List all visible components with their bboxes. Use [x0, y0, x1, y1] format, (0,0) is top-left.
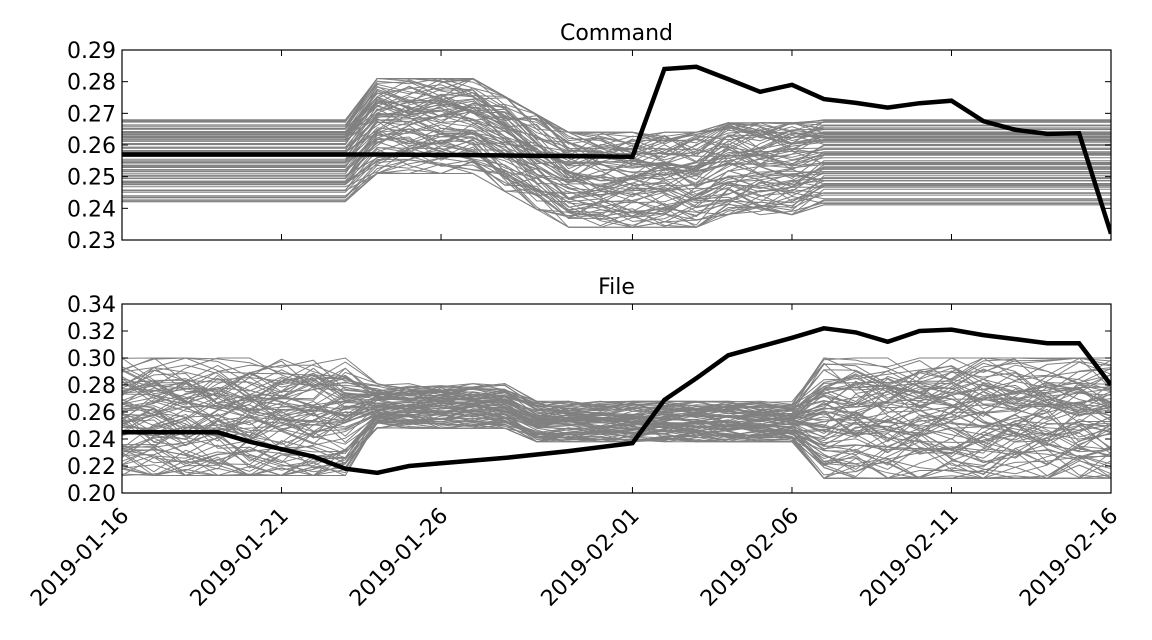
y-tick-label: 0.34 [67, 293, 116, 318]
ensemble-line [122, 91, 1111, 166]
ensemble-line [122, 128, 1111, 201]
plot-area [122, 64, 1111, 235]
highlight-series-line [122, 64, 1111, 235]
ensemble-line [122, 136, 1111, 227]
ensemble-line [122, 150, 1111, 228]
ensemble-line [122, 79, 1111, 166]
ensemble-line [122, 357, 1111, 409]
y-tick-label: 0.20 [67, 482, 116, 507]
y-tick-label: 0.24 [67, 197, 116, 222]
ensemble-line [122, 151, 1111, 227]
ensemble-line [122, 96, 1111, 183]
y-tick-label: 0.26 [67, 134, 116, 159]
x-tick-label: 2019-02-01 [537, 504, 645, 612]
ensemble-line [122, 139, 1111, 218]
ensemble-line [122, 109, 1111, 196]
axes-frame [121, 303, 1112, 494]
ensemble-line [122, 142, 1111, 209]
command-panel: Command 0.23 0.24 0.25 0.26 0.27 0.28 0.29 [67, 21, 1112, 254]
x-tick-label: 2019-01-16 [26, 504, 134, 612]
ensemble-line [122, 410, 1111, 465]
ensemble-line [122, 401, 1111, 454]
y-tick-label: 0.25 [67, 166, 116, 191]
ensemble-line [122, 161, 1111, 228]
ensemble-line [122, 77, 1111, 155]
ensemble-line [122, 101, 1111, 170]
plot-area [122, 326, 1111, 479]
y-tick-label: 0.32 [67, 320, 116, 345]
panel-title: File [598, 275, 635, 300]
ensemble-line [122, 99, 1111, 174]
ensemble-line [122, 78, 1111, 157]
ensemble-line [122, 359, 1111, 423]
ensemble-line [122, 382, 1111, 423]
ensemble-line [122, 410, 1111, 466]
ensemble-line [122, 128, 1111, 208]
ensemble-line [122, 128, 1111, 213]
ensemble-line [122, 145, 1111, 228]
ensemble-line [122, 78, 1111, 161]
ensemble-line [122, 377, 1111, 419]
ensemble-line [122, 391, 1111, 424]
ensemble-line [122, 403, 1111, 446]
highlight-series-line [122, 326, 1111, 476]
ensemble-line [122, 413, 1111, 477]
ensemble-line [122, 142, 1111, 221]
x-tick-label: 2019-02-06 [696, 504, 804, 612]
ensemble-line [122, 115, 1111, 199]
y-tick-label: 0.30 [67, 347, 116, 372]
x-tick-label: 2019-02-11 [856, 504, 964, 612]
y-tick-label: 0.28 [67, 374, 116, 399]
ensemble-line [122, 407, 1111, 465]
ensemble-line [122, 110, 1111, 197]
ensemble-line [122, 377, 1111, 427]
ensemble-line [122, 77, 1111, 167]
ensemble-line [122, 357, 1111, 415]
ensemble-line [122, 155, 1111, 221]
ensemble-line [122, 413, 1111, 476]
ensemble-line [122, 123, 1111, 199]
y-tick-label: 0.24 [67, 428, 116, 453]
y-tick-label: 0.27 [67, 102, 116, 127]
ensemble-line [122, 78, 1111, 150]
ensemble-line [122, 125, 1111, 195]
ensemble-line [122, 410, 1111, 470]
ensemble-line [122, 364, 1111, 419]
y-tick-label: 0.26 [67, 401, 116, 426]
y-tick-label: 0.29 [67, 39, 116, 64]
panel-title: Command [560, 21, 673, 46]
x-tick-label: 2019-01-21 [186, 504, 294, 612]
ensemble-line [122, 377, 1111, 423]
ensemble-line [122, 390, 1111, 432]
y-tick-label: 0.22 [67, 455, 116, 480]
ensemble-line [122, 416, 1111, 479]
ensemble-line [122, 100, 1111, 169]
y-tick-label: 0.28 [67, 71, 116, 96]
x-tick-label: 2019-02-16 [1015, 504, 1123, 612]
ensemble-line [122, 358, 1111, 414]
ensemble-line [122, 108, 1111, 173]
ensemble-line [122, 130, 1111, 198]
y-tick-label: 0.23 [67, 229, 116, 254]
ensemble-line [122, 171, 1111, 228]
ensemble-line [122, 77, 1111, 144]
x-tick-label: 2019-01-26 [345, 504, 453, 612]
ensemble-line [122, 119, 1111, 193]
ensemble-line [122, 78, 1111, 149]
file-panel: File 0.200.220.240.260.280.300.320.34 2019… [26, 275, 1123, 612]
ensemble-line [122, 97, 1111, 179]
ensemble-line [122, 147, 1111, 212]
